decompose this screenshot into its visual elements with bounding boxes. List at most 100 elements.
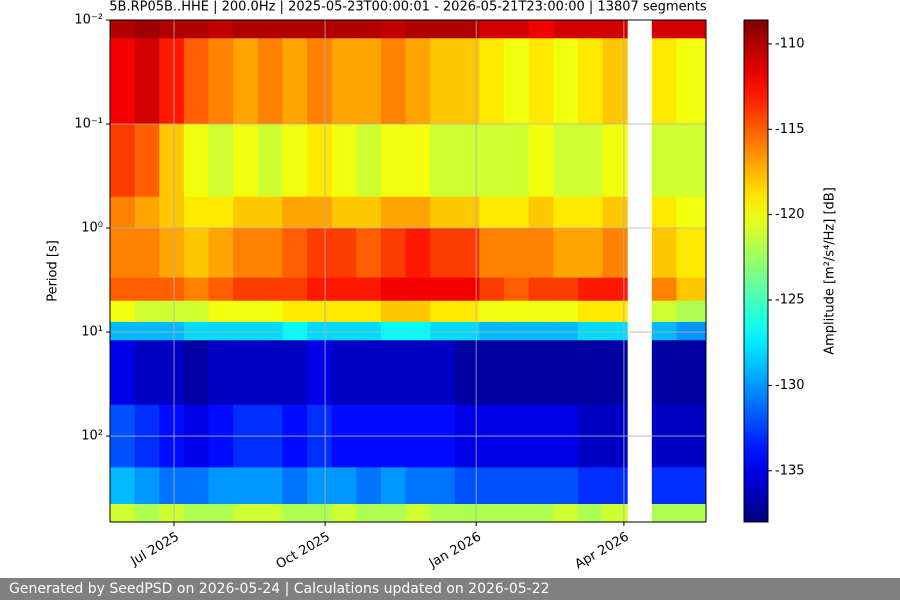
spectrogram-cell — [183, 38, 210, 125]
spectrogram-cell — [233, 196, 259, 229]
spectrogram-cell — [307, 124, 333, 198]
spectrogram-cell — [380, 196, 407, 229]
spectrogram-cell — [110, 124, 136, 198]
spectrogram-cell — [331, 124, 357, 198]
spectrogram-cell — [233, 504, 259, 523]
spectrogram-cell — [257, 196, 283, 229]
spectrogram-cell — [208, 300, 234, 323]
spectrogram-cell — [454, 300, 480, 323]
spectrogram-cell — [405, 340, 431, 406]
spectrogram-cell — [430, 196, 456, 229]
chart: 5B.RP05B..HHE | 200.0Hz | 2025-05-23T00:… — [46, 0, 838, 572]
spectrogram-cell — [405, 277, 431, 302]
spectrogram-cell — [307, 300, 333, 323]
y-tick-label: 10⁻² — [74, 13, 103, 28]
spectrogram-cell — [430, 321, 456, 341]
spectrogram-cell — [479, 340, 505, 406]
spectrogram-cell — [233, 300, 259, 323]
spectrogram-cell — [676, 124, 707, 198]
spectrogram-cell — [183, 321, 210, 341]
spectrogram-cell — [159, 340, 185, 406]
spectrogram-cell — [553, 340, 579, 406]
spectrogram-cell — [134, 467, 160, 505]
spectrogram-cell — [676, 228, 707, 279]
spectrogram-cell — [380, 321, 407, 341]
spectrogram-cell — [331, 228, 357, 279]
spectrogram-cell — [651, 300, 677, 323]
spectrogram-cell — [479, 38, 505, 125]
colorbar-tick-label: -120 — [775, 207, 805, 222]
spectrogram-cell — [528, 228, 554, 279]
spectrogram-cell — [331, 340, 357, 406]
spectrogram-cell — [676, 340, 707, 406]
spectrogram-cell — [110, 321, 136, 341]
colorbar-tick-label: -125 — [775, 293, 805, 308]
colorbar-label: Amplitude [m²/s⁴/Hz] [dB] — [823, 187, 838, 355]
spectrogram-cell — [454, 321, 480, 341]
spectrogram-cell — [504, 300, 530, 323]
spectrogram-cell — [577, 467, 604, 505]
spectrogram-cell — [183, 504, 210, 523]
footer: Generated by SeedPSD on 2026-05-24 | Cal… — [0, 578, 900, 600]
spectrogram-cell — [577, 196, 604, 229]
spectrogram-cell — [454, 467, 480, 505]
spectrogram-cell — [110, 340, 136, 406]
spectrogram-cell — [233, 321, 259, 341]
spectrogram-cell — [159, 228, 185, 279]
spectrogram-cell — [331, 277, 357, 302]
spectrogram-cell — [577, 124, 604, 198]
spectrogram-cell — [602, 504, 628, 523]
colorbar-tick-label: -110 — [775, 36, 805, 51]
spectrogram-cell — [430, 228, 456, 279]
spectrogram-cell — [110, 20, 136, 39]
spectrogram-cell — [504, 277, 530, 302]
y-tick-label: 10⁰ — [81, 221, 103, 236]
y-tick-label: 10¹ — [81, 325, 103, 340]
spectrogram-cell — [380, 228, 407, 279]
spectrogram-cell — [282, 467, 308, 505]
spectrogram-cell — [257, 300, 283, 323]
spectrogram-cell — [528, 124, 554, 198]
spectrogram-cell — [208, 38, 234, 125]
spectrogram-cell — [602, 300, 628, 323]
spectrogram-cell — [134, 38, 160, 125]
spectrogram-cell — [307, 38, 333, 125]
spectrogram-cell — [356, 228, 382, 279]
spectrogram-cell — [183, 467, 210, 505]
spectrogram-cell — [159, 321, 185, 341]
spectrogram-cell — [553, 504, 579, 523]
spectrogram-cell — [479, 321, 505, 341]
spectrogram-cell — [479, 196, 505, 229]
spectrogram-cell — [479, 300, 505, 323]
spectrogram-cell — [553, 38, 579, 125]
spectrogram-cell — [159, 20, 185, 39]
spectrogram-cell — [282, 20, 308, 39]
spectrogram-cell — [208, 467, 234, 505]
spectrogram-cell — [454, 38, 480, 125]
spectrogram-cell — [110, 196, 136, 229]
spectrogram-cell — [454, 340, 480, 406]
spectrogram-cell — [454, 277, 480, 302]
spectrogram-cell — [553, 277, 579, 302]
spectrogram-cell — [183, 20, 210, 39]
spectrogram-cell — [651, 340, 677, 406]
x-tick-label: Jan 2026 — [426, 530, 484, 572]
spectrogram-cell — [356, 321, 382, 341]
spectrogram-cell — [676, 38, 707, 125]
spectrogram-cell — [208, 340, 234, 406]
spectrogram-cell — [577, 228, 604, 279]
spectrogram-cell — [577, 321, 604, 341]
spectrogram-cell — [233, 467, 259, 505]
spectrogram-cell — [134, 20, 160, 39]
spectrogram-cell — [183, 196, 210, 229]
spectrogram-cell — [651, 20, 677, 39]
spectrogram-cell — [602, 277, 628, 302]
spectrogram-cell — [430, 38, 456, 125]
spectrogram-cell — [356, 124, 382, 198]
spectrogram-cell — [307, 20, 333, 39]
spectrogram-cell — [405, 196, 431, 229]
spectrogram-cell — [110, 228, 136, 279]
spectrogram-cell — [528, 20, 554, 39]
spectrogram-cell — [553, 300, 579, 323]
